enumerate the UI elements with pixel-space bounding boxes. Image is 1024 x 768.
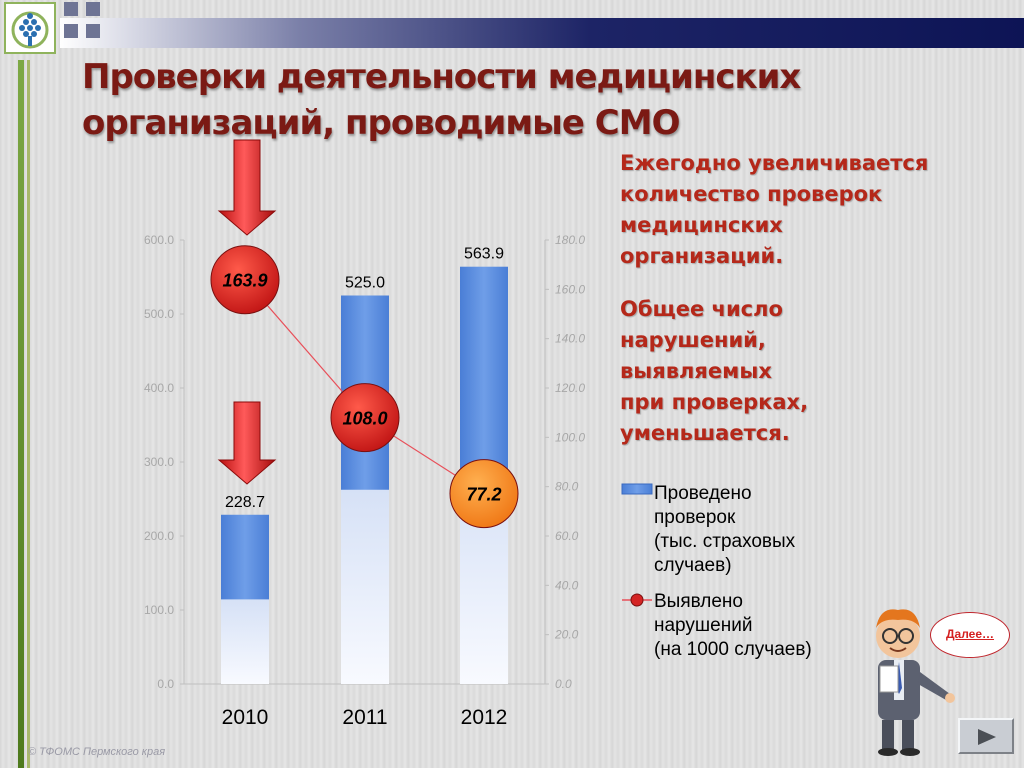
bar-value-label: 563.9 xyxy=(464,246,504,263)
play-icon xyxy=(978,729,996,745)
deco-square xyxy=(86,24,100,38)
bar-value-label: 525.0 xyxy=(345,275,385,292)
right-tick-label: 160.0 xyxy=(555,282,585,296)
note-checks-increase: Ежегодно увеличивается количество провер… xyxy=(620,151,929,268)
legend-label-violations: Выявлено нарушений (на 1000 случаев) xyxy=(654,591,812,660)
left-tick-label: 600.0 xyxy=(144,233,174,247)
violations-value-label: 108.0 xyxy=(342,409,387,429)
left-tick-label: 300.0 xyxy=(144,455,174,469)
right-tick-label: 100.0 xyxy=(555,430,585,444)
legend-swatch-checks xyxy=(621,483,653,495)
slide-title: Проверки деятельности медицинских органи… xyxy=(82,57,801,143)
deco-square xyxy=(86,2,100,16)
down-arrow-icon xyxy=(217,401,277,485)
left-accent-bar xyxy=(18,60,24,768)
right-tick-label: 40.0 xyxy=(555,578,579,592)
x-category-label: 2012 xyxy=(461,706,508,729)
violations-value-label: 77.2 xyxy=(466,485,501,505)
left-tick-label: 500.0 xyxy=(144,307,174,321)
logo-icon xyxy=(4,2,56,54)
right-tick-label: 120.0 xyxy=(555,381,585,395)
teacher-mascot-icon xyxy=(858,598,968,763)
left-accent-line xyxy=(27,60,30,768)
speech-bubble: Далее… xyxy=(930,612,1010,658)
x-category-label: 2011 xyxy=(342,706,387,729)
deco-square xyxy=(64,2,78,16)
left-tick-label: 200.0 xyxy=(144,529,174,543)
bar-checks-lower-shade xyxy=(341,489,389,684)
bar-checks-lower-shade xyxy=(221,599,269,684)
right-tick-label: 80.0 xyxy=(555,480,579,494)
chart-trend: 163.9 108.0 77.2 xyxy=(210,245,519,529)
down-arrow-icon xyxy=(217,139,277,236)
left-tick-label: 400.0 xyxy=(144,381,174,395)
left-tick-label: 100.0 xyxy=(144,603,174,617)
left-tick-label: 0.0 xyxy=(157,677,174,691)
right-tick-label: 180.0 xyxy=(555,233,585,247)
title-bar-strip xyxy=(60,18,1024,48)
violations-point xyxy=(449,459,519,529)
right-tick-label: 140.0 xyxy=(555,332,585,346)
right-tick-label: 60.0 xyxy=(555,529,579,543)
violations-value-label: 163.9 xyxy=(222,271,267,291)
next-slide-button[interactable] xyxy=(958,718,1014,754)
chart-legend-marks xyxy=(621,483,653,607)
legend-swatch-violations-marker xyxy=(630,593,644,607)
legend-label-checks: Проведено проверок (тыс. страховых случа… xyxy=(654,483,796,576)
violations-point xyxy=(330,383,400,453)
x-category-label: 2010 xyxy=(222,706,269,729)
next-link[interactable]: Далее… xyxy=(945,627,995,641)
violations-point xyxy=(210,245,280,315)
note-violations-decrease: Общее число нарушений, выявляемых при пр… xyxy=(620,297,809,445)
deco-square xyxy=(64,24,78,38)
right-tick-label: 0.0 xyxy=(555,677,572,691)
footer-copyright: © ТФОМС Пермского края xyxy=(28,746,166,758)
chart-arrows xyxy=(217,139,277,485)
bar-value-label: 228.7 xyxy=(225,494,265,511)
right-tick-label: 20.0 xyxy=(554,628,579,642)
